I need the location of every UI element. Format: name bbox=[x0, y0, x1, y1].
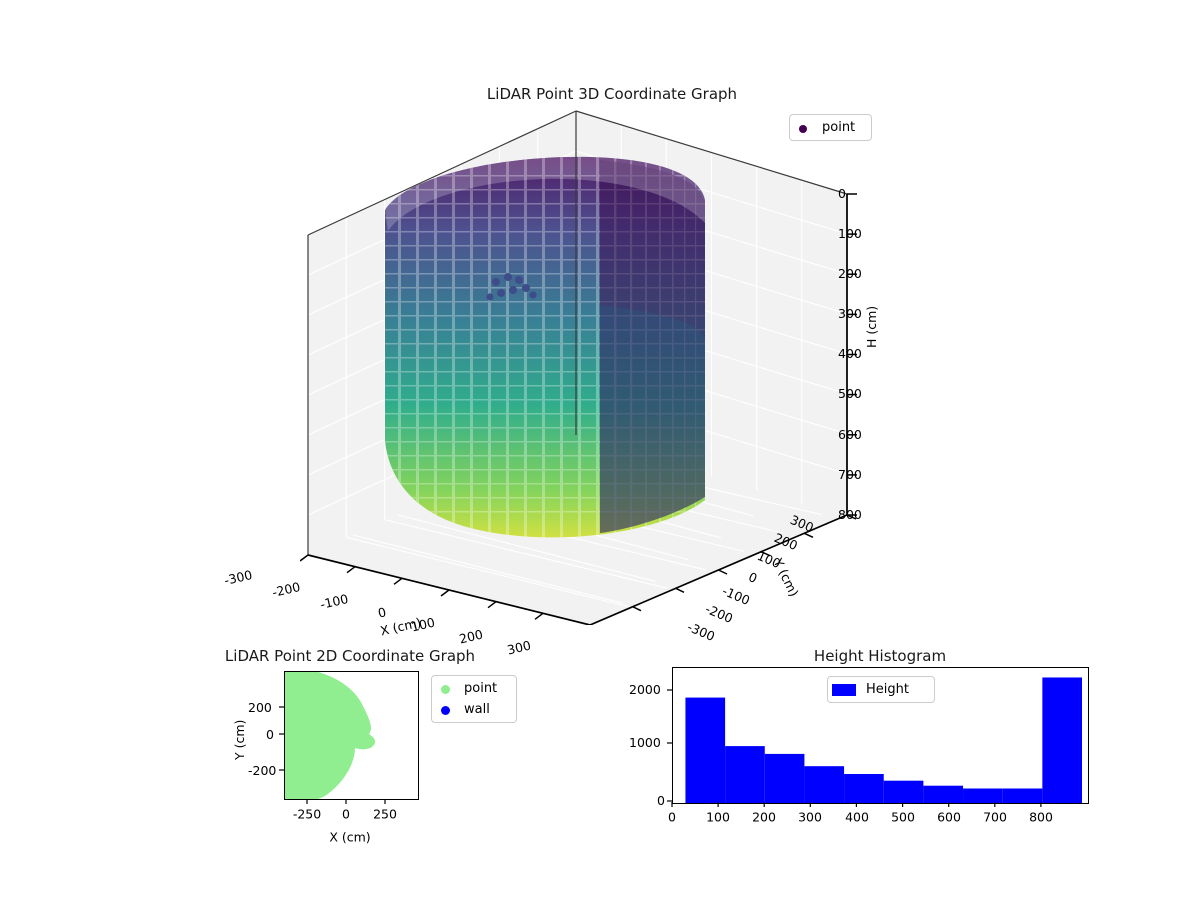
plot2d-legend-label-wall: wall bbox=[464, 702, 490, 717]
xaxis-ticks bbox=[300, 554, 590, 625]
plot2d-title: LiDAR Point 2D Coordinate Graph bbox=[224, 647, 476, 665]
plot3d-legend-item-point[interactable]: point bbox=[790, 115, 871, 140]
histogram-xtick-8: 800 bbox=[1029, 809, 1053, 825]
histogram-bar bbox=[764, 753, 805, 803]
plot2d-ytick-1: 0 bbox=[266, 727, 274, 742]
plot2d-xlabel: X (cm) bbox=[329, 829, 371, 845]
plot3d-ztick-0: 0 bbox=[838, 186, 846, 201]
histogram-title: Height Histogram bbox=[813, 647, 947, 665]
histogram-xtick-7: 700 bbox=[983, 809, 1007, 825]
plot2d-xtick-0: -250 bbox=[292, 806, 322, 822]
plot3d-ztick-5: 500 bbox=[838, 386, 862, 401]
histogram-ytick-marks bbox=[667, 689, 672, 802]
histogram-xtick-6: 600 bbox=[937, 809, 961, 825]
histogram-xtick-1: 100 bbox=[706, 809, 730, 825]
plot3d-xtick-6: 300 bbox=[505, 637, 533, 658]
plot3d-axes[interactable] bbox=[300, 105, 920, 625]
plot3d-zlabel: H (cm) bbox=[864, 305, 879, 348]
histogram-xtick-3: 300 bbox=[798, 809, 822, 825]
histogram-bar bbox=[883, 780, 924, 803]
plot2d-legend[interactable]: point wall bbox=[431, 675, 517, 723]
histogram-xtick-0: 0 bbox=[668, 809, 676, 825]
plot3d-ztick-6: 600 bbox=[838, 427, 862, 442]
plot3d-xtick-5: 200 bbox=[457, 626, 485, 647]
histogram-ytick-0: 0 bbox=[657, 793, 665, 808]
plot2d-legend-item-wall[interactable]: wall bbox=[432, 699, 516, 720]
plot2d-xtick-2: 250 bbox=[373, 806, 397, 822]
zaxis-ticks bbox=[847, 193, 857, 516]
plot2d-ytick-0: 200 bbox=[248, 700, 272, 715]
plot2d-legend-label-point: point bbox=[464, 681, 498, 696]
plot3d-title: LiDAR Point 3D Coordinate Graph bbox=[486, 85, 738, 103]
point-marker-icon bbox=[432, 679, 458, 698]
plot3d-legend-label: point bbox=[822, 120, 856, 135]
histogram-bar bbox=[1002, 788, 1043, 803]
plot3d-ztick-1: 100 bbox=[838, 226, 862, 241]
histogram-bar bbox=[844, 773, 884, 803]
plot3d-legend[interactable]: point bbox=[789, 114, 872, 141]
histogram-legend[interactable]: Height bbox=[827, 676, 935, 703]
pointcloud-2d bbox=[285, 672, 376, 799]
histogram-xtick-marks bbox=[671, 802, 1042, 807]
plot2d-legend-item-point[interactable]: point bbox=[432, 678, 516, 699]
plot3d-xtick-1: -200 bbox=[270, 579, 302, 600]
plot3d-ztick-8: 800 bbox=[838, 507, 862, 522]
plot3d-ztick-7: 700 bbox=[838, 467, 862, 482]
pointcloud-3d bbox=[385, 156, 705, 538]
histogram-legend-item[interactable]: Height bbox=[828, 677, 934, 702]
histogram-bars bbox=[685, 677, 1083, 803]
histogram-legend-label: Height bbox=[866, 682, 909, 697]
plot2d-xtick-1: 0 bbox=[342, 806, 350, 822]
histogram-bar bbox=[725, 746, 765, 803]
histogram-xtick-2: 200 bbox=[752, 809, 776, 825]
plot3d-ztick-4: 400 bbox=[838, 346, 862, 361]
plot2d-xtick-marks bbox=[306, 799, 386, 804]
histogram-xtick-4: 400 bbox=[845, 809, 869, 825]
histogram-bar bbox=[1042, 677, 1083, 803]
height-patch-icon bbox=[832, 683, 856, 696]
histogram-bar bbox=[963, 788, 1003, 803]
plot2d-ytick-2: -200 bbox=[248, 763, 277, 778]
histogram-ytick-1: 1000 bbox=[629, 735, 661, 750]
plot2d-ylabel: Y (cm) bbox=[232, 719, 247, 760]
stray-points bbox=[486, 273, 537, 301]
plot2d-ytick-marks bbox=[279, 706, 284, 771]
wall-marker-icon bbox=[432, 700, 458, 719]
plot3d-xtick-0: -300 bbox=[222, 567, 254, 588]
histogram-bar bbox=[804, 766, 845, 803]
point-marker-icon bbox=[790, 118, 816, 137]
histogram-xtick-5: 500 bbox=[891, 809, 915, 825]
histogram-ytick-2: 2000 bbox=[629, 682, 661, 697]
plot2d-axes[interactable] bbox=[284, 671, 419, 800]
plot3d-ztick-2: 200 bbox=[838, 266, 862, 281]
plot3d-ztick-3: 300 bbox=[838, 306, 862, 321]
histogram-bar bbox=[685, 697, 726, 803]
histogram-bar bbox=[923, 785, 964, 803]
